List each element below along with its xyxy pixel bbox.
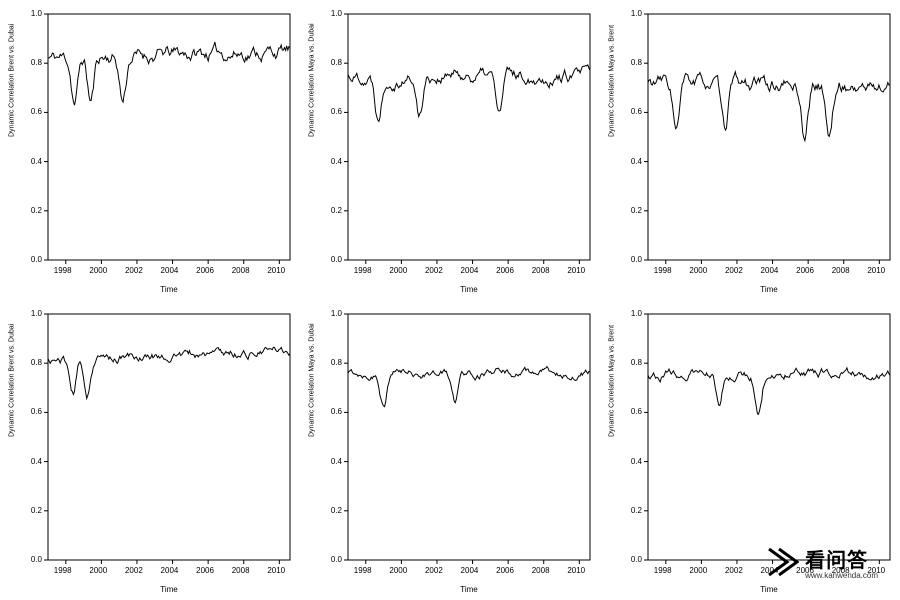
panel-0-2: 0.00.20.40.60.81.01998200020022004200620… bbox=[600, 0, 900, 300]
watermark-text: 看问答 www.kanwenda.com bbox=[805, 544, 878, 580]
panel-0-0: 0.00.20.40.60.81.01998200020022004200620… bbox=[0, 0, 300, 300]
series-line bbox=[48, 347, 290, 398]
y-axis-label: Dynamic Correlation Maya vs. Brent bbox=[609, 25, 616, 137]
y-axis-label: Dynamic Correlation Brent vs. Dubai bbox=[9, 24, 16, 137]
y-axis-label: Dynamic Correlation Maya vs. Brent bbox=[609, 325, 616, 437]
panel-1-0: 0.00.20.40.60.81.01998200020022004200620… bbox=[0, 300, 300, 600]
plot-svg bbox=[0, 300, 300, 600]
watermark: 看问答 www.kanwenda.com bbox=[761, 542, 882, 582]
x-axis-label: Time bbox=[160, 585, 177, 594]
y-axis-label: Dynamic Correlation Maya vs. Dubai bbox=[309, 323, 316, 437]
watermark-sub: www.kanwenda.com bbox=[805, 571, 878, 580]
plot-svg bbox=[300, 300, 600, 600]
x-axis-label: Time bbox=[760, 285, 777, 294]
series-line bbox=[348, 367, 590, 407]
series-line bbox=[348, 65, 590, 122]
x-axis-label: Time bbox=[160, 285, 177, 294]
watermark-logo-icon bbox=[765, 545, 799, 579]
series-line bbox=[648, 368, 890, 414]
plot-svg bbox=[300, 0, 600, 300]
plot-svg bbox=[600, 0, 900, 300]
chart-grid: 0.00.20.40.60.81.01998200020022004200620… bbox=[0, 0, 900, 600]
plot-svg bbox=[0, 0, 300, 300]
y-axis-label: Dynamic Correlation Maya vs. Dubai bbox=[309, 23, 316, 137]
series-line bbox=[648, 72, 890, 141]
x-axis-label: Time bbox=[460, 585, 477, 594]
y-axis-label: Dynamic Correlation Brent vs. Dubai bbox=[9, 324, 16, 437]
x-axis-label: Time bbox=[460, 285, 477, 294]
panel-0-1: 0.00.20.40.60.81.01998200020022004200620… bbox=[300, 0, 600, 300]
x-axis-label: Time bbox=[760, 585, 777, 594]
watermark-main: 看问答 bbox=[805, 550, 868, 572]
panel-1-1: 0.00.20.40.60.81.01998200020022004200620… bbox=[300, 300, 600, 600]
series-line bbox=[48, 42, 290, 105]
